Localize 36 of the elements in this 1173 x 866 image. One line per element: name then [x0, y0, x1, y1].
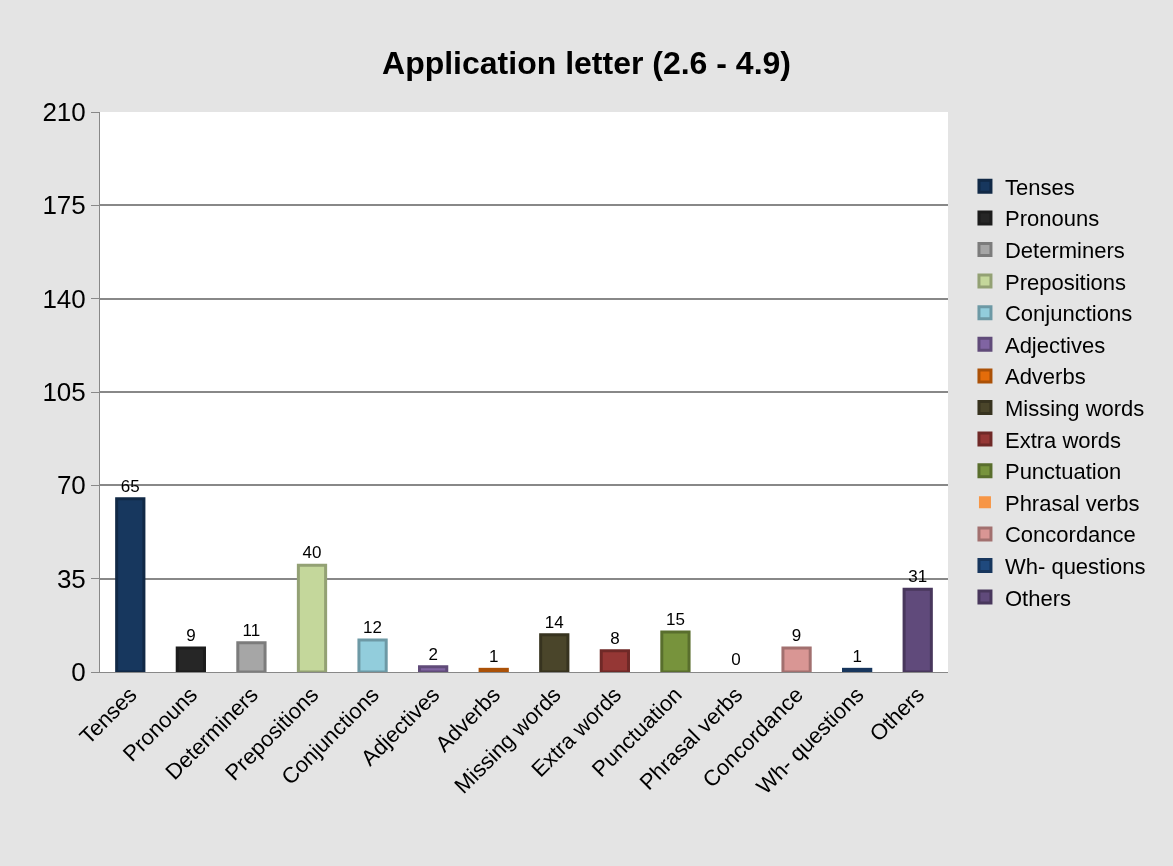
legend-label: Adjectives [1004, 332, 1106, 358]
data-label: 31 [908, 567, 928, 587]
legend-label: Concordance [1004, 522, 1136, 548]
data-label: 40 [302, 543, 322, 563]
y-tick-label: 105 [42, 377, 86, 408]
legend-label: Phrasal verbs [1004, 490, 1140, 516]
legend-label: Missing words [1004, 396, 1145, 422]
legend-label: Tenses [1004, 174, 1075, 200]
legend-label: Determiners [1004, 238, 1125, 264]
legend-label: Pronouns [1004, 206, 1100, 232]
chart-title: Application letter (2.6 - 4.9) [382, 45, 791, 82]
data-label: 1 [852, 647, 862, 667]
data-label: 11 [242, 620, 261, 640]
y-tick-label: 210 [42, 97, 86, 128]
legend-label: Wh- questions [1004, 554, 1146, 580]
legend-label: Others [1004, 585, 1071, 611]
legend-label: Extra words [1004, 427, 1122, 453]
data-label: 15 [665, 610, 685, 629]
legend-label: Punctuation [1004, 459, 1122, 485]
data-label: 9 [186, 626, 196, 645]
y-tick-label: 35 [56, 563, 86, 594]
data-label: 12 [363, 618, 383, 637]
data-label: 0 [731, 650, 741, 669]
y-tick-label: 175 [42, 190, 86, 221]
data-label: 2 [428, 644, 438, 664]
data-label: 65 [120, 476, 140, 496]
legend-label: Conjunctions [1004, 301, 1133, 327]
legend-label: Adverbs [1004, 364, 1086, 390]
data-label: 1 [488, 647, 499, 667]
data-label: 8 [610, 628, 620, 648]
data-label: 14 [544, 612, 564, 632]
y-tick-label: 0 [71, 657, 86, 688]
data-label: 9 [791, 626, 802, 645]
legend-label: Prepositions [1004, 269, 1127, 295]
y-tick-label: 140 [42, 283, 86, 314]
y-tick-label: 70 [56, 470, 86, 501]
